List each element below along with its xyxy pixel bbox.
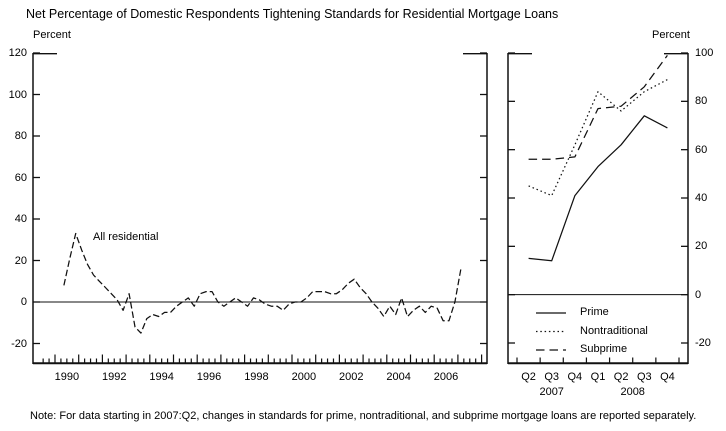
right-y-tick-label: 100	[695, 47, 714, 59]
right-x-tick-label: Q1	[590, 371, 606, 383]
prime-line	[528, 115, 668, 262]
left-x-tick-label: 1996	[196, 371, 222, 383]
right-y-tick-label: -20	[695, 337, 711, 349]
left-x-tick-label: 2000	[291, 371, 317, 383]
left-x-tick-label: 2002	[339, 371, 364, 383]
right-y-tick-label: 20	[695, 240, 708, 253]
left-y-tick-label: 0	[20, 296, 27, 308]
left-y-tick-label: 40	[14, 213, 27, 225]
right-x-tick-label: Q2	[613, 371, 629, 383]
right-year-label: 2008	[620, 386, 645, 398]
legend-label-nontraditional: Nontraditional	[580, 324, 648, 337]
right-x-tick-label: Q3	[544, 371, 560, 383]
left-x-tick-label: 1992	[102, 371, 127, 383]
left-y-tick-label: 20	[14, 254, 27, 267]
left-x-tick-label: 2006	[433, 371, 459, 383]
right-x-tick-label: Q4	[660, 371, 675, 383]
left-x-tick-label: 1990	[54, 371, 80, 383]
right-year-label: 2007	[539, 386, 564, 398]
chart-title: Net Percentage of Domestic Respondents T…	[26, 7, 559, 21]
left-x-tick-label: 1994	[149, 371, 174, 383]
legend-label-subprime: Subprime	[580, 343, 628, 355]
right-axis-unit-label: Percent	[652, 29, 690, 41]
right-x-tick-label: Q3	[636, 371, 652, 383]
right-y-tick-label: 80	[695, 95, 708, 108]
left-y-tick-label: 60	[14, 171, 27, 184]
right-y-tick-label: 0	[695, 288, 702, 301]
right-y-tick-label: 60	[695, 143, 708, 156]
all-residential-line	[63, 232, 462, 334]
left-x-tick-label: 1998	[244, 371, 269, 383]
left-y-tick-label: -20	[11, 337, 27, 350]
left-x-tick-label: 2004	[386, 371, 411, 383]
left-axis-unit-label: Percent	[33, 29, 71, 41]
legend-label-prime: Prime	[580, 306, 609, 318]
left-y-tick-label: 120	[8, 47, 27, 59]
footnote: Note: For data starting in 2007:Q2, chan…	[30, 410, 697, 422]
right-x-tick-label: Q2	[521, 371, 536, 383]
nontraditional-line	[528, 79, 668, 197]
left-y-tick-label: 80	[14, 130, 27, 142]
right-y-tick-label: 40	[695, 192, 708, 204]
all-residential-annotation: All residential	[93, 231, 159, 243]
left-y-tick-label: 100	[8, 88, 27, 101]
subprime-line	[528, 55, 668, 160]
right-x-tick-label: Q4	[567, 371, 583, 383]
